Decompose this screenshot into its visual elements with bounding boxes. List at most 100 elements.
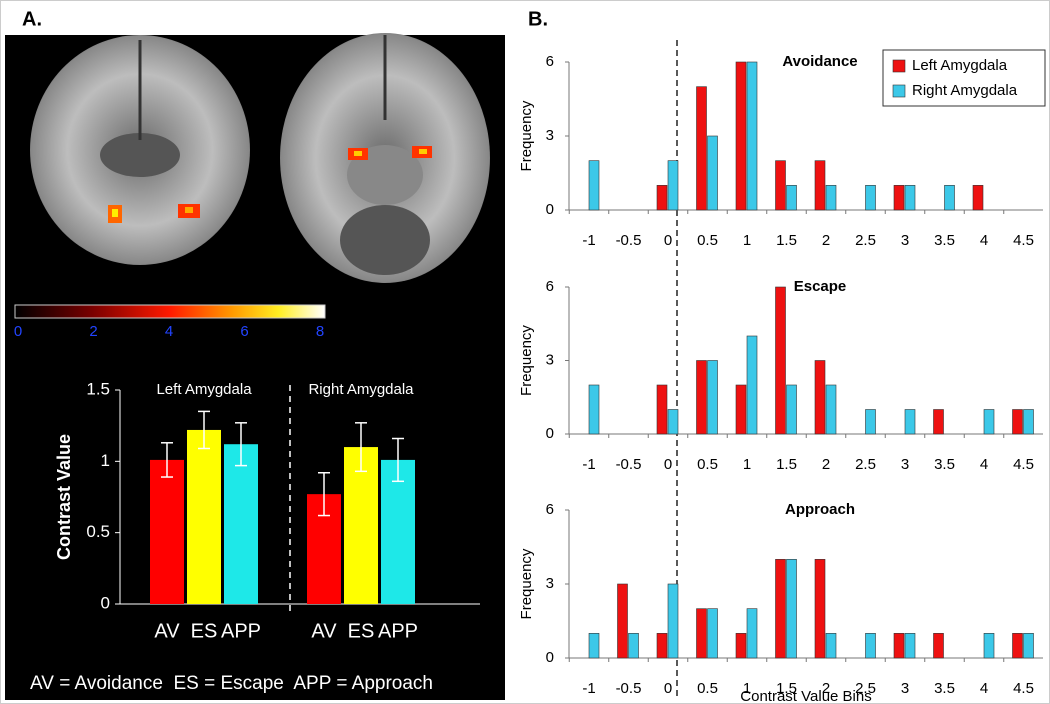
brain-axial (280, 33, 490, 283)
bar (825, 384, 837, 435)
x-tick-label: 1.5 (776, 680, 797, 697)
bar (696, 608, 707, 659)
bar (893, 633, 905, 659)
chart-title: Approach (785, 501, 855, 518)
x-tick-label: -1 (582, 232, 595, 249)
x-tick-label: 1 (743, 680, 751, 697)
bar (656, 384, 668, 435)
x-tick-label: 0 (664, 456, 672, 473)
bar (628, 633, 639, 659)
bar (667, 409, 679, 435)
x-tick-label: 2.5 (855, 232, 876, 249)
legend-swatch (892, 59, 906, 73)
x-tick-label: 0 (664, 680, 672, 697)
bar (735, 384, 747, 435)
panel-label: A. (22, 8, 42, 30)
y-tick-label: 3 (546, 575, 554, 592)
bar (775, 160, 786, 211)
bar (865, 633, 876, 659)
x-tick-label: APP (221, 620, 261, 642)
x-tick-label: 3.5 (934, 456, 955, 473)
colorbar-tick-label: 8 (316, 323, 324, 340)
y-axis-label: Frequency (518, 100, 535, 171)
x-tick-label: 3.5 (934, 680, 955, 697)
x-tick-label: 4 (980, 232, 988, 249)
bar (814, 160, 826, 211)
x-tick-label: 4.5 (1013, 456, 1034, 473)
colorbar-tick-label: 6 (240, 323, 248, 340)
legend-box (882, 49, 1046, 107)
bar (381, 459, 415, 604)
colorbar-tick-label: 2 (89, 323, 97, 340)
x-tick-label: 3 (901, 680, 909, 697)
x-tick-label: 4.5 (1013, 680, 1034, 697)
bar (775, 286, 786, 435)
y-tick-label: 6 (546, 278, 554, 295)
bar (944, 185, 955, 211)
y-tick-label: 3 (546, 127, 554, 144)
x-tick-label: -0.5 (616, 232, 642, 249)
x-tick-label: 0.5 (697, 232, 718, 249)
x-tick-label: 0.5 (697, 680, 718, 697)
panel-label: B. (528, 8, 548, 30)
bar (786, 185, 797, 211)
x-tick-label: 3.5 (934, 232, 955, 249)
bar (187, 429, 221, 604)
x-tick-label: 3 (901, 456, 909, 473)
y-tick-label: 0 (546, 201, 554, 218)
bar (707, 135, 718, 211)
x-tick-label: -1 (582, 680, 595, 697)
bar (865, 409, 876, 435)
bar (707, 608, 718, 659)
legend-label: Left Amygdala (912, 57, 1008, 74)
bar (746, 608, 758, 659)
chart-title: Avoidance (782, 53, 857, 70)
bar (814, 559, 826, 659)
bar (775, 559, 786, 659)
bar (344, 447, 378, 604)
bar (588, 384, 600, 435)
bar (656, 185, 668, 211)
bar (825, 633, 837, 659)
bar (865, 185, 876, 211)
x-tick-label: -0.5 (616, 680, 642, 697)
y-tick-label: 3 (546, 351, 554, 368)
bar (224, 444, 258, 604)
y-tick-label: 0.5 (86, 522, 110, 541)
x-tick-label: AV (154, 620, 180, 642)
bar (825, 185, 837, 211)
bar (588, 160, 600, 211)
x-tick-label: 2 (822, 232, 830, 249)
x-tick-label: -1 (582, 456, 595, 473)
y-tick-label: 6 (546, 501, 554, 518)
bar (1023, 409, 1034, 435)
bar (1012, 409, 1023, 435)
bar (746, 61, 758, 211)
bar (983, 409, 995, 435)
x-tick-label: 1.5 (776, 456, 797, 473)
x-tick-label: 1.5 (776, 232, 797, 249)
y-tick-label: 6 (546, 53, 554, 70)
bar (150, 459, 184, 604)
bar (933, 409, 944, 435)
x-tick-label: ES (191, 620, 218, 642)
bar (735, 61, 747, 211)
group-label: Right Amygdala (308, 381, 414, 398)
colorbar-tick-label: 4 (165, 323, 173, 340)
bar (588, 633, 600, 659)
x-tick-label: 3 (901, 232, 909, 249)
x-axis-label: Contrast Value Bins (740, 688, 871, 704)
x-tick-label: 2.5 (855, 456, 876, 473)
bar (786, 384, 797, 435)
colorbar-tick-label: 0 (14, 323, 22, 340)
x-tick-label: 0.5 (697, 456, 718, 473)
brain-coronal (30, 35, 250, 265)
colorbar (14, 304, 326, 319)
bar (696, 360, 707, 435)
x-tick-label: 2 (822, 456, 830, 473)
bar (904, 633, 916, 659)
bar (904, 185, 916, 211)
legend-swatch (892, 84, 906, 98)
x-tick-label: 2.5 (855, 680, 876, 697)
